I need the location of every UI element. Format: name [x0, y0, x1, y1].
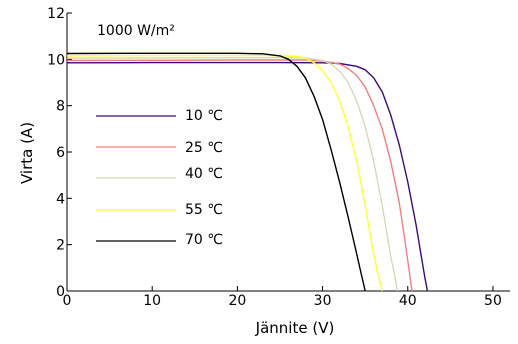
y-tick-label: 12 [47, 6, 65, 22]
y-tick-label: 10 [47, 52, 65, 68]
x-tick-label: 10 [143, 293, 161, 309]
legend-label-3: 55 ℃ [185, 202, 223, 218]
x-tick-label: 30 [314, 293, 332, 309]
legend-label-4: 70 ℃ [185, 232, 223, 248]
axes: 0 10 20 30 40 50 0 2 4 6 8 10 12 [47, 6, 510, 309]
legend-label-0: 10 ℃ [185, 108, 223, 124]
y-tick-label: 4 [56, 191, 65, 207]
x-tick-label: 0 [63, 293, 72, 309]
y-tick-label: 0 [56, 284, 65, 300]
y-tick-label: 8 [56, 99, 65, 115]
legend-label-1: 25 ℃ [185, 140, 223, 156]
x-tick-label: 40 [399, 293, 417, 309]
x-tick-label: 20 [228, 293, 246, 309]
irradiance-annotation: 1000 W/m² [97, 23, 175, 39]
plot-lines [66, 52, 429, 292]
y-tick-label: 2 [56, 238, 65, 254]
x-axis-label: Jännite (V) [255, 319, 335, 337]
y-axis-label: Virta (A) [18, 122, 36, 184]
legend: 10 ℃ 25 ℃ 40 ℃ 55 ℃ 70 ℃ [96, 108, 223, 248]
series-line-2 [66, 57, 399, 292]
series-line-4 [66, 52, 366, 292]
series-line-1 [66, 59, 413, 292]
series-line-3 [66, 54, 383, 292]
y-tick-label: 6 [56, 145, 65, 161]
x-tick-label: 50 [484, 293, 502, 309]
series-line-0 [66, 61, 429, 292]
legend-label-2: 40 ℃ [185, 166, 223, 182]
